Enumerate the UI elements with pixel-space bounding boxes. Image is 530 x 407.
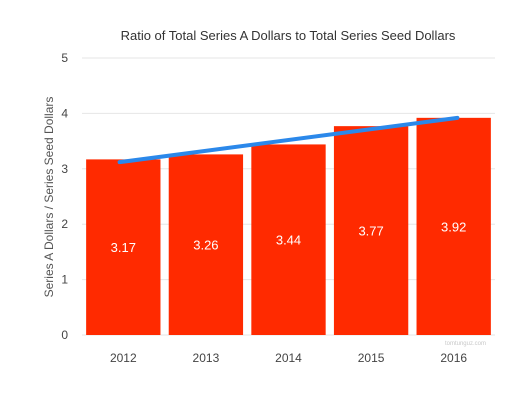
x-tick-label-2016: 2016	[440, 351, 467, 365]
y-tick-label: 1	[61, 273, 68, 287]
y-tick-label: 3	[61, 162, 68, 176]
x-tick-label-2014: 2014	[275, 351, 302, 365]
y-tick-label: 4	[61, 106, 68, 120]
trendline	[117, 115, 460, 165]
y-axis-label: Series A Dollars / Series Seed Dollars	[42, 97, 56, 298]
data-label-2016: 3.92	[441, 219, 466, 234]
y-axis: 0 1 2 3 4 5	[61, 51, 68, 342]
data-label-2013: 3.26	[193, 238, 218, 253]
bars: 3.17 3.26 3.44 3.77 3.92	[86, 117, 491, 335]
data-label-2014: 3.44	[276, 233, 301, 248]
trendline-layer	[117, 115, 460, 165]
bar-2014	[251, 144, 326, 335]
bar-2015	[333, 126, 409, 335]
bar-2013	[168, 154, 244, 335]
y-tick-label: 2	[61, 217, 68, 231]
data-label-2012: 3.17	[111, 240, 136, 255]
x-tick-label-2013: 2013	[193, 351, 220, 365]
bar-2016	[416, 117, 491, 335]
bar-2012	[86, 159, 161, 335]
chart-title: Ratio of Total Series A Dollars to Total…	[121, 28, 456, 43]
x-tick-label-2012: 2012	[110, 351, 137, 365]
x-axis: 2012 2013 2014 2015 2016	[110, 351, 467, 365]
data-label-2015: 3.77	[358, 224, 383, 239]
x-tick-label-2015: 2015	[358, 351, 385, 365]
watermark: tomtunguz.com	[445, 341, 486, 347]
y-tick-label: 5	[61, 51, 68, 65]
y-tick-label: 0	[61, 328, 68, 342]
